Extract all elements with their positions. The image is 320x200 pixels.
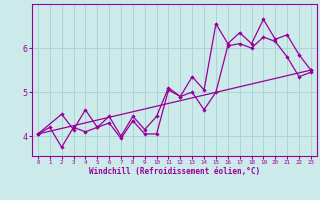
X-axis label: Windchill (Refroidissement éolien,°C): Windchill (Refroidissement éolien,°C) (89, 167, 260, 176)
